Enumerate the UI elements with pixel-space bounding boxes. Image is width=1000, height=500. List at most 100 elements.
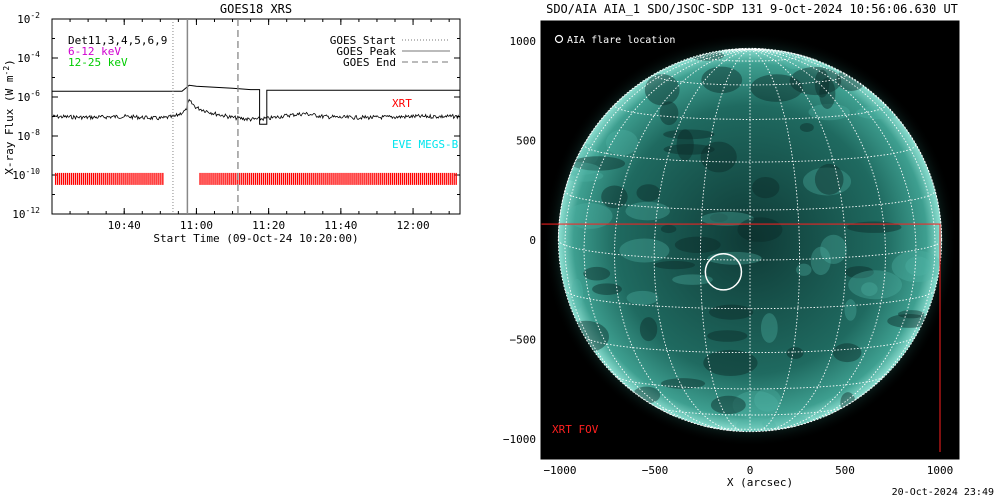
- sun-bright-region: [625, 201, 670, 221]
- goes-channel-label-low: 6-12 keV: [68, 45, 121, 58]
- sun-bright-region: [905, 256, 932, 276]
- aia-x-axis-label: X (arcsec): [727, 476, 793, 489]
- sun-dark-region: [636, 184, 661, 202]
- sun-dark-region: [700, 141, 737, 173]
- y-tick-label: 10-10: [12, 167, 40, 182]
- sun-bright-region: [820, 234, 847, 265]
- grid-line: [584, 336, 916, 354]
- sun-dark-region: [814, 69, 830, 98]
- x-tick-label: 0: [747, 464, 754, 477]
- goes-detector-label: Det11,3,4,5,6,9: [68, 34, 167, 47]
- y-tick-base: 10: [17, 91, 30, 104]
- aia-image-area: AIA flare location XRT FOV: [541, 21, 959, 459]
- sun-dark-region: [786, 347, 804, 359]
- sun-dark-region: [844, 266, 874, 279]
- goes-low-channel-line: [52, 98, 460, 122]
- flare-legend-marker: [554, 34, 564, 44]
- sun-bright-region: [891, 250, 942, 283]
- grid-line: [749, 48, 917, 429]
- series-label-eve: EVE MEGS-B: [392, 138, 459, 151]
- y-tick-base: 10: [17, 13, 30, 26]
- sun-bright-region: [626, 290, 659, 305]
- sun-dark-region: [654, 260, 696, 270]
- legend-goes-start-label: GOES Start: [330, 34, 396, 47]
- goes-high-channel-line: [52, 84, 460, 125]
- grid-line: [749, 48, 847, 432]
- x-tick-label: 11:00: [180, 219, 213, 232]
- sun-dark-region: [799, 122, 814, 132]
- grid-line: [653, 48, 751, 432]
- x-tick-label: 500: [835, 464, 855, 477]
- y-tick-label: 1000: [510, 35, 537, 48]
- goes-xrs-chart: GOES18 XRS 10-210-410-610-810-1010-1210:…: [2, 2, 461, 245]
- sun-dark-region: [660, 378, 706, 389]
- grid-line: [557, 48, 751, 241]
- sun-bright-region: [736, 417, 777, 432]
- aia-tick-group: −1000 −500 0 500 1000 −1000 −500 0 500 1000: [503, 21, 959, 477]
- y-tick-label: 10-4: [17, 50, 40, 65]
- sun-dark-region: [789, 66, 842, 96]
- x-tick-label: 11:20: [252, 219, 285, 232]
- sun-dark-region: [660, 224, 677, 234]
- grid-line: [723, 48, 751, 51]
- grid-line: [564, 290, 936, 310]
- sun-dark-region: [814, 163, 844, 195]
- sun-dark-region: [601, 185, 628, 209]
- sun-dark-region: [703, 349, 758, 376]
- y-tick-exponent: -10: [26, 167, 41, 176]
- grid-line: [583, 143, 917, 163]
- xrt-fov-label: XRT FOV: [552, 423, 599, 436]
- flare-legend-label: AIA flare location: [567, 35, 675, 46]
- aia-chart-title: SDO/AIA AIA_1 SDO/JSOC-SDP 131 9-Oct-202…: [546, 2, 958, 16]
- grid-line: [614, 103, 886, 120]
- limb-circle: [557, 47, 943, 433]
- sun-bright-region: [672, 274, 713, 285]
- sun-bright-region: [802, 167, 852, 196]
- sun-dark-region: [710, 395, 746, 415]
- sun-bright-region: [571, 278, 584, 310]
- sun-bright-region: [848, 270, 903, 300]
- x-tick-label: 10:40: [108, 219, 141, 232]
- sun-dark-region: [674, 236, 721, 254]
- grid-line: [749, 48, 886, 431]
- sun-dark-region: [846, 221, 902, 233]
- y-tick-label: 10-12: [12, 206, 40, 221]
- y-tick-label: −500: [510, 334, 537, 347]
- sun-dark-region: [571, 156, 626, 171]
- series-label-xrt: XRT: [392, 97, 412, 110]
- grid-line: [750, 48, 817, 61]
- y-tick-exponent: -2: [30, 11, 40, 20]
- sun-bright-region: [861, 282, 878, 297]
- goes-legend: GOES Start GOES Peak GOES End: [330, 34, 450, 69]
- grid-line: [699, 53, 801, 62]
- x-tick-label: 11:40: [324, 219, 357, 232]
- legend-goes-end-label: GOES End: [343, 56, 396, 69]
- sun-dark-region: [663, 144, 715, 155]
- y-tick-label: 10-6: [17, 89, 40, 104]
- sun-dark-region: [639, 317, 658, 342]
- sun-bright-region: [760, 313, 778, 343]
- sun-dark-region: [701, 66, 743, 94]
- sun-dark-region: [709, 304, 754, 320]
- sun-dark-region: [659, 101, 679, 126]
- sun-dark-region: [750, 74, 803, 102]
- heliographic-grid: [557, 47, 943, 433]
- goes-marker-lines: [172, 19, 239, 214]
- x-tick-label: 12:00: [396, 219, 429, 232]
- grid-line: [564, 48, 751, 417]
- sun-dark-region: [710, 213, 728, 223]
- goes-x-axis-label: Start Time (09-Oct-24 10:20:00): [153, 232, 358, 245]
- y-tick-label: 10-2: [17, 11, 40, 26]
- flare-location-circle: [704, 253, 743, 291]
- sun-bright-region: [844, 299, 857, 321]
- legend-goes-peak-label: GOES Peak: [336, 45, 396, 58]
- grid-line: [699, 48, 751, 432]
- sun-dark-region: [592, 283, 622, 295]
- footer-date: 20-Oct-2024 23:49: [892, 487, 994, 498]
- y-tick-label: −1000: [503, 433, 536, 446]
- sun-dark-region: [707, 330, 748, 342]
- sun-bright-region: [754, 388, 781, 412]
- y-tick-exponent: -8: [30, 128, 40, 137]
- sun-bright-region: [619, 238, 670, 263]
- sun-dark-region: [737, 217, 783, 242]
